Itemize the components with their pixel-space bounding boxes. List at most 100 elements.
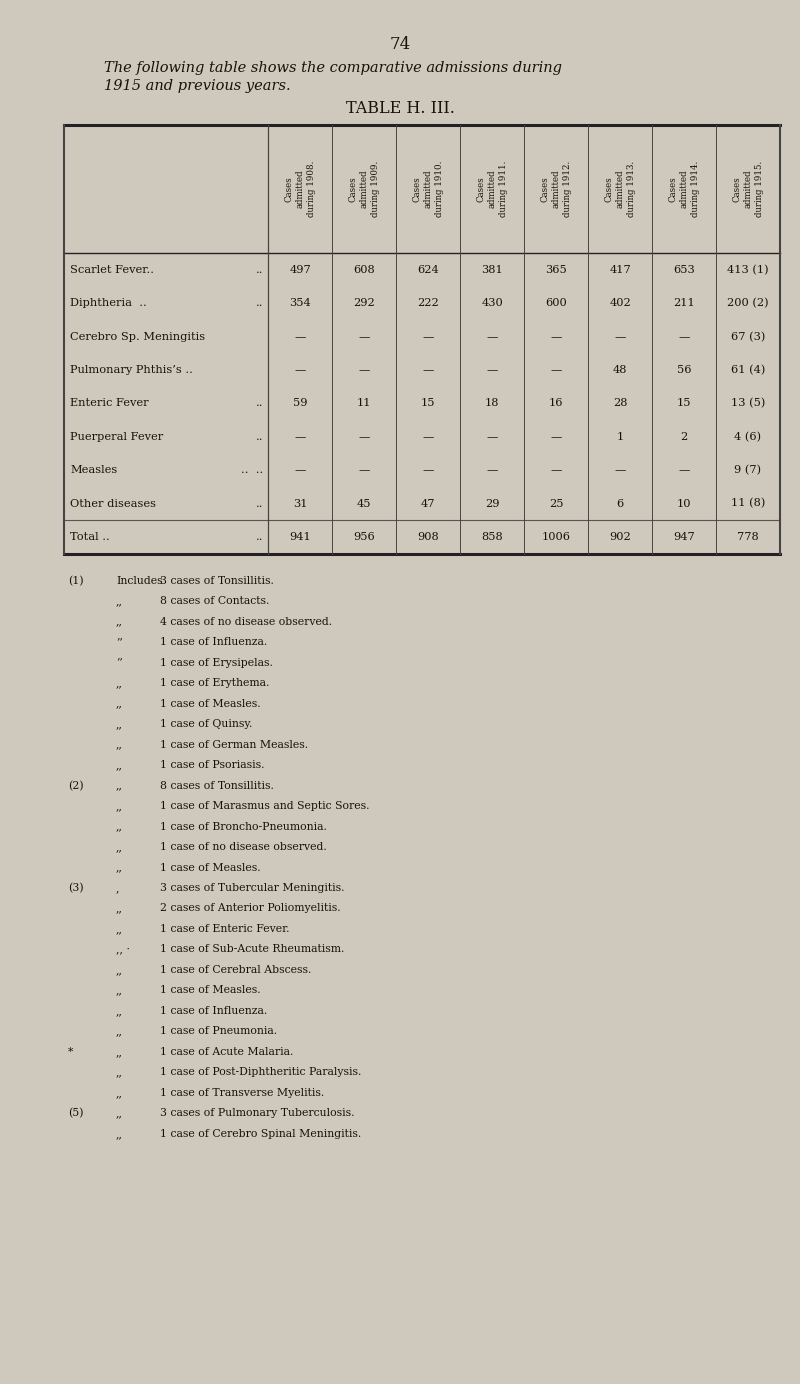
Text: ..: .. [256,531,263,543]
Text: —: — [486,432,498,441]
Text: 2: 2 [680,432,688,441]
Text: 74: 74 [390,36,410,53]
Text: 15: 15 [677,399,691,408]
Text: —: — [614,465,626,475]
Text: 8 cases of Contacts.: 8 cases of Contacts. [160,597,270,606]
Text: Diphtheria  ..: Diphtheria .. [70,299,147,309]
Text: 13 (5): 13 (5) [731,399,765,408]
Text: —: — [422,332,434,342]
Text: ,,: ,, [116,965,123,974]
Text: 354: 354 [289,299,311,309]
Text: 292: 292 [353,299,375,309]
Text: 16: 16 [549,399,563,408]
Text: 1 case of Quinsy.: 1 case of Quinsy. [160,720,252,729]
Text: 1 case of Measles.: 1 case of Measles. [160,699,261,709]
Text: ,,: ,, [116,1088,123,1098]
Text: 778: 778 [737,531,759,543]
Text: 1 case of Cerebro Spinal Meningitis.: 1 case of Cerebro Spinal Meningitis. [160,1129,362,1139]
Text: (1): (1) [68,576,84,585]
Text: 1 case of no disease observed.: 1 case of no disease observed. [160,841,326,853]
Text: ,,: ,, [116,699,123,709]
Text: Total ..: Total .. [70,531,110,543]
Text: 1 case of Psoriasis.: 1 case of Psoriasis. [160,760,265,770]
Text: —: — [358,365,370,375]
Text: 47: 47 [421,498,435,508]
Text: 413 (1): 413 (1) [727,264,769,275]
Text: —: — [358,432,370,441]
Text: Cases
admitted
during 1910.: Cases admitted during 1910. [413,161,444,217]
Text: 1006: 1006 [542,531,570,543]
Text: —: — [486,332,498,342]
Text: Pulmonary Phthis’s ..: Pulmonary Phthis’s .. [70,365,194,375]
Text: ,,: ,, [116,1067,123,1077]
Text: 59: 59 [293,399,307,408]
Text: 56: 56 [677,365,691,375]
Text: 941: 941 [289,531,311,543]
Text: 222: 222 [417,299,439,309]
Text: 1 case of Influenza.: 1 case of Influenza. [160,637,267,648]
Text: 1 case of Pneumonia.: 1 case of Pneumonia. [160,1027,277,1037]
Text: 1 case of Sub-Acute Rheumatism.: 1 case of Sub-Acute Rheumatism. [160,944,344,955]
Text: 902: 902 [609,531,631,543]
Text: ,,: ,, [116,841,123,853]
Text: 600: 600 [545,299,567,309]
Text: ,,: ,, [116,1109,123,1118]
Text: (2): (2) [68,781,84,790]
Text: Cases
admitted
during 1908.: Cases admitted during 1908. [285,161,316,217]
Text: Other diseases: Other diseases [70,498,156,508]
Text: 402: 402 [609,299,631,309]
Text: ..: .. [256,432,263,441]
Text: ,,: ,, [116,925,123,934]
Text: 417: 417 [609,264,631,275]
Text: 1 case of Marasmus and Septic Sores.: 1 case of Marasmus and Septic Sores. [160,801,370,811]
Text: —: — [678,465,690,475]
Text: ,,: ,, [116,720,123,729]
Text: 3 cases of Tonsillitis.: 3 cases of Tonsillitis. [160,576,274,585]
Text: ..: .. [256,299,263,309]
Text: ,,: ,, [116,985,123,995]
Text: —: — [358,465,370,475]
Text: 858: 858 [481,531,503,543]
Text: —: — [550,332,562,342]
Text: 1 case of Transverse Myelitis.: 1 case of Transverse Myelitis. [160,1088,324,1098]
Text: 1 case of Measles.: 1 case of Measles. [160,985,261,995]
Text: ,,: ,, [116,781,123,790]
Text: ,: , [116,883,119,893]
Text: ’’: ’’ [116,637,122,648]
Text: 3 cases of Tubercular Meningitis.: 3 cases of Tubercular Meningitis. [160,883,345,893]
Text: —: — [294,365,306,375]
Text: Scarlet Fever..: Scarlet Fever.. [70,264,154,275]
Text: 11: 11 [357,399,371,408]
Text: 908: 908 [417,531,439,543]
Text: Cerebro Sp. Meningitis: Cerebro Sp. Meningitis [70,332,206,342]
Text: (3): (3) [68,883,84,893]
Text: 365: 365 [545,264,567,275]
Text: ..  ..: .. .. [241,465,263,475]
Text: The following table shows the comparative admissions during: The following table shows the comparativ… [104,61,562,75]
Text: Cases
admitted
during 1914.: Cases admitted during 1914. [669,161,700,217]
Text: Cases
admitted
during 1909.: Cases admitted during 1909. [349,161,380,217]
Text: —: — [358,332,370,342]
Text: 430: 430 [481,299,503,309]
Text: Cases
admitted
during 1912.: Cases admitted during 1912. [541,161,572,217]
Text: ,,: ,, [116,801,123,811]
Text: 200 (2): 200 (2) [727,298,769,309]
Text: *: * [68,1046,74,1057]
Text: 8 cases of Tonsillitis.: 8 cases of Tonsillitis. [160,781,274,790]
Text: 1 case of Acute Malaria.: 1 case of Acute Malaria. [160,1046,294,1057]
Text: ,,: ,, [116,760,123,770]
Text: —: — [550,432,562,441]
Text: Cases
admitted
during 1913.: Cases admitted during 1913. [605,161,636,217]
Text: 10: 10 [677,498,691,508]
Text: ,,: ,, [116,739,123,750]
Text: 1 case of Post-Diphtheritic Paralysis.: 1 case of Post-Diphtheritic Paralysis. [160,1067,362,1077]
Text: ’’: ’’ [116,657,122,667]
Text: 1: 1 [616,432,624,441]
Text: TABLE H. III.: TABLE H. III. [346,100,454,116]
Text: 4 cases of no disease observed.: 4 cases of no disease observed. [160,617,332,627]
Text: 67 (3): 67 (3) [731,332,765,342]
Text: ,,: ,, [116,1006,123,1016]
Text: —: — [486,365,498,375]
Text: 2 cases of Anterior Poliomyelitis.: 2 cases of Anterior Poliomyelitis. [160,904,341,913]
Text: ,,: ,, [116,904,123,913]
